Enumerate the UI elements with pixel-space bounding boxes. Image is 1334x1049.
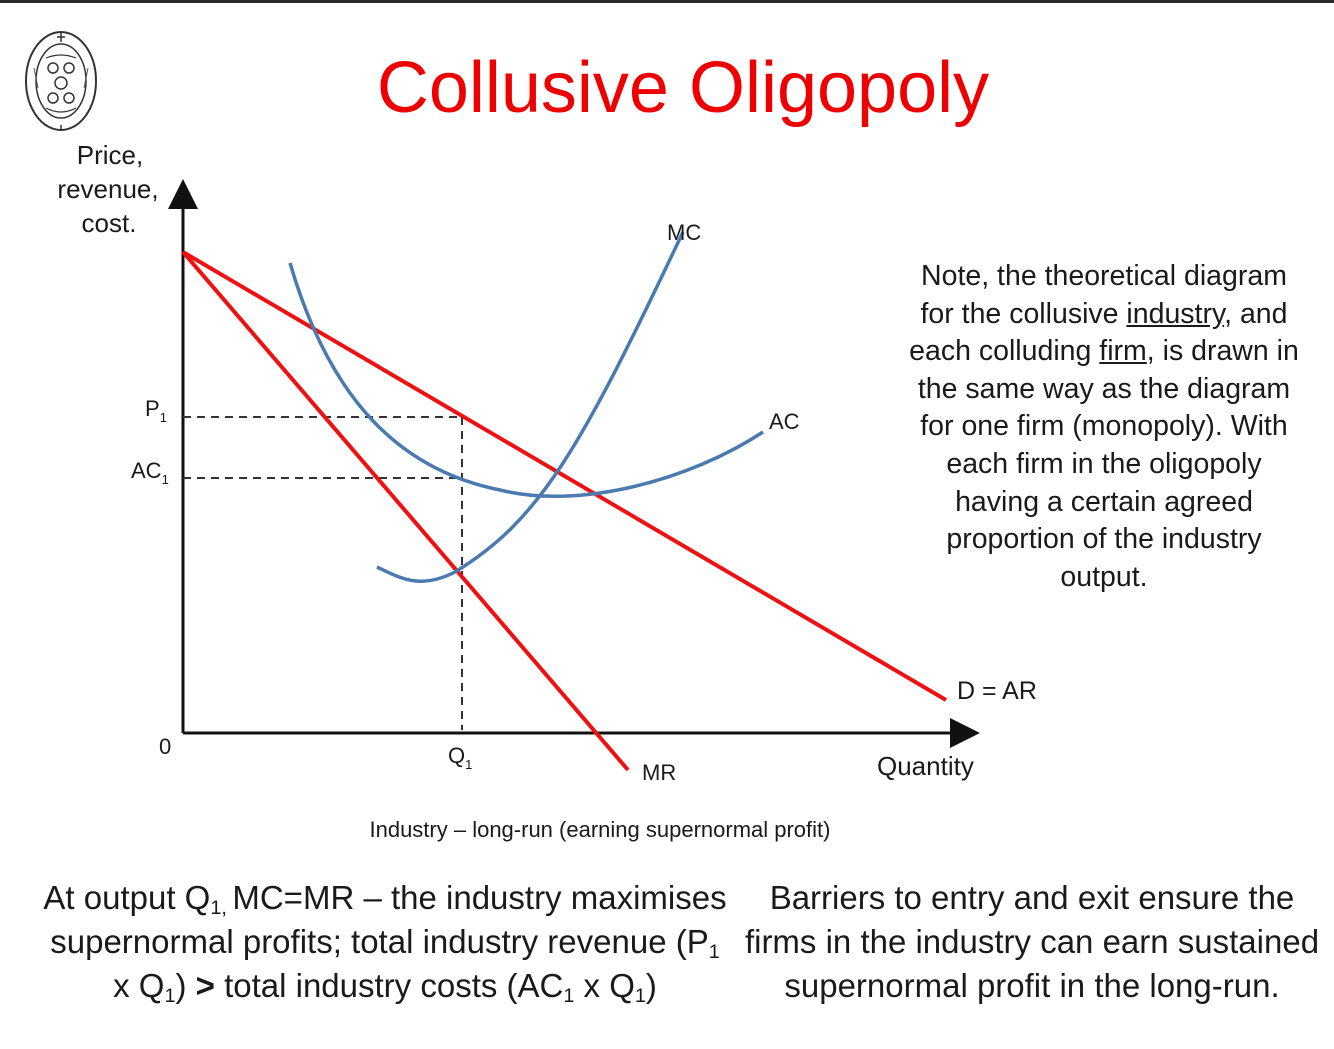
q1-label-sub: 1 — [465, 757, 472, 772]
ac1-label-main: AC — [131, 458, 162, 483]
origin-label: 0 — [159, 734, 171, 759]
bl-sub-b: 1 — [164, 984, 176, 1007]
diagram-caption: Industry – long-run (earning supernormal… — [369, 817, 831, 842]
slide-title-text: Collusive Oligopoly — [376, 48, 990, 128]
note-part-1: Note, the theoretical diagram for the co… — [920, 260, 1287, 330]
bl-s1-sub: 1, — [210, 896, 233, 919]
mr-curve — [181, 250, 630, 772]
p1-label-main: P — [145, 396, 160, 421]
p1-label-sub: 1 — [160, 410, 167, 425]
mc-label: MC — [667, 220, 701, 245]
top-border — [0, 0, 1334, 3]
ac-label: AC — [769, 409, 800, 434]
y-axis-label-line-2: revenue, — [57, 174, 158, 204]
bl-gt: > — [195, 967, 215, 1004]
slide-title: Collusive Oligopoly — [0, 52, 1334, 124]
note-text: Note, the theoretical diagram for the co… — [906, 258, 1302, 596]
bl-sub-a: 1 — [708, 940, 720, 963]
mc-curve — [376, 231, 685, 583]
ac1-label-sub: 1 — [162, 472, 169, 487]
note-part-2: , and each colluding — [909, 297, 1288, 368]
bl-s3: x Q — [113, 967, 165, 1004]
q1-label: Q1 — [448, 743, 472, 772]
bl-s7: ) — [645, 967, 657, 1004]
note-part-3: , is drawn in the same way as the diagra… — [917, 335, 1299, 593]
mr-label: MR — [642, 760, 676, 785]
y-axis-label-line-1: Price, — [77, 140, 143, 170]
bl-s5: total industry costs (AC — [214, 967, 564, 1004]
note-firm-word: firm — [1099, 335, 1147, 368]
x-axis-label: Quantity — [877, 751, 974, 781]
bl-s1: At output Q — [43, 879, 211, 916]
school-crest-icon — [25, 31, 97, 131]
barriers-explanation: Barriers to entry and exit ensure the fi… — [744, 879, 1320, 1004]
bl-s6: x Q — [574, 967, 635, 1004]
note-industry-word: industry — [1126, 297, 1225, 330]
q1-label-main: Q — [448, 743, 465, 768]
y-axis-label-line-3: cost. — [82, 208, 137, 238]
demand-label: D = AR — [957, 677, 1037, 705]
ac1-label: AC1 — [131, 458, 169, 487]
bl-sub-d: 1 — [634, 984, 646, 1007]
demand-ar-curve — [181, 250, 948, 702]
ac-curve — [288, 262, 764, 498]
p1-label: P1 — [145, 396, 167, 425]
profit-explanation: At output Q1, MC=MR – the industry maxim… — [40, 876, 730, 1008]
bl-s2: MC=MR – the industry maximises supernorm… — [50, 879, 727, 960]
bl-s4: ) — [175, 967, 196, 1004]
bl-sub-c: 1 — [563, 984, 575, 1007]
